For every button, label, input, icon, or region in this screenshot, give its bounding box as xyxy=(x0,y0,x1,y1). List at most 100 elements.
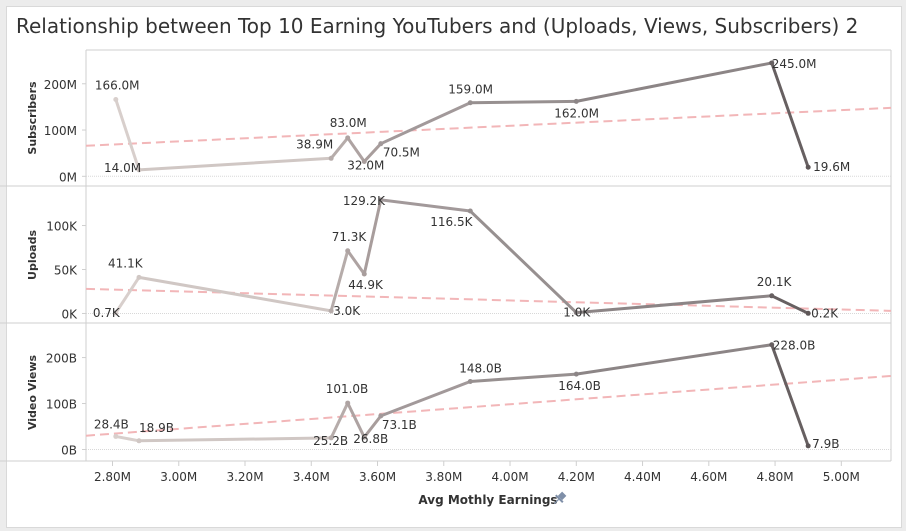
series-segment xyxy=(137,436,333,443)
series-segment xyxy=(329,401,350,440)
data-label: 148.0B xyxy=(459,361,502,375)
x-tick-label: 4.60M xyxy=(690,470,727,484)
x-tick-label: 3.40M xyxy=(293,470,330,484)
trend-line xyxy=(85,374,892,437)
data-point xyxy=(361,434,367,440)
data-label: 20.1K xyxy=(757,275,793,289)
y-tick-label: 200M xyxy=(44,78,77,92)
series-segment xyxy=(362,198,383,276)
data-label: 159.0M xyxy=(448,83,493,97)
x-tick-label: 4.00M xyxy=(491,470,528,484)
series-segment xyxy=(329,136,350,160)
x-tick-label: 3.00M xyxy=(160,470,197,484)
trend-line xyxy=(85,106,892,147)
x-tick-label: 2.80M xyxy=(94,470,131,484)
data-label: 25.2B xyxy=(313,434,348,448)
data-point xyxy=(345,135,351,141)
series-segment xyxy=(114,275,141,315)
series-segment xyxy=(137,275,333,313)
pin-base xyxy=(555,494,564,503)
series-segment xyxy=(468,372,578,383)
y-tick-label: 100B xyxy=(46,398,77,412)
series-segment xyxy=(770,61,810,169)
series-segment xyxy=(379,379,472,418)
data-point xyxy=(769,60,775,66)
data-point xyxy=(113,433,119,439)
y-tick-label: 0K xyxy=(61,307,78,321)
data-point xyxy=(467,100,473,106)
x-tick-label: 4.20M xyxy=(558,470,595,484)
series-segment xyxy=(574,343,774,376)
series-segment xyxy=(574,61,774,103)
data-label: 73.1B xyxy=(382,418,417,432)
data-label: 32.0M xyxy=(347,158,384,172)
data-label: 7.9B xyxy=(812,437,839,451)
series-segment xyxy=(137,156,333,172)
data-point xyxy=(345,400,351,406)
data-label: 116.5K xyxy=(430,215,473,229)
series-segment xyxy=(362,414,383,439)
x-tick-label: 4.80M xyxy=(757,470,794,484)
series-segment xyxy=(379,101,472,146)
x-tick-label: 3.20M xyxy=(226,470,263,484)
y-axis-title: Subscribers xyxy=(26,81,39,155)
data-label: 1.0K xyxy=(563,306,591,320)
data-label: 19.6M xyxy=(813,160,850,174)
data-point xyxy=(573,371,579,377)
data-point xyxy=(378,141,384,147)
data-label: 245.0M xyxy=(772,57,817,71)
data-label: 14.0M xyxy=(104,161,141,175)
x-tick-label: 3.60M xyxy=(359,470,396,484)
series-segment xyxy=(468,99,578,105)
data-point xyxy=(136,274,142,280)
series-segment xyxy=(574,294,774,315)
panel-video-views: 0B 100B 200B Video Views 28.4B 18.9B 25.2B 101.… xyxy=(0,339,892,462)
data-label: 28.4B xyxy=(94,417,129,431)
data-point xyxy=(378,413,384,419)
panel-subscribers: 0M 100M 200M Subscribers 166.0M 14.0M 38.9M 83.… xyxy=(0,57,892,187)
data-label: 129.2K xyxy=(343,194,386,208)
data-label: 0.7K xyxy=(93,306,121,320)
data-point xyxy=(805,164,811,170)
x-tick-label: 4.40M xyxy=(624,470,661,484)
data-point xyxy=(378,197,384,203)
data-point xyxy=(136,167,142,173)
data-point xyxy=(805,310,811,316)
series-segment xyxy=(346,136,366,163)
series-segment xyxy=(379,198,472,213)
data-label: 38.9M xyxy=(296,137,333,151)
data-point xyxy=(328,308,334,314)
y-axis-title: Video Views xyxy=(26,355,39,431)
data-label: 164.0B xyxy=(558,379,601,393)
series-segment xyxy=(468,209,578,315)
data-point xyxy=(361,158,367,164)
data-point xyxy=(113,96,119,102)
trend-line xyxy=(85,287,892,312)
x-tick-label: 5.00M xyxy=(823,470,860,484)
data-label: 18.9B xyxy=(139,421,174,435)
y-tick-label: 100M xyxy=(44,124,77,138)
data-point xyxy=(573,98,579,104)
panel-uploads: 0K 50K 100K Uploads 0.7K 41.1K 3.0K 71.3K 44.9K 1… xyxy=(0,194,892,324)
data-point xyxy=(769,293,775,299)
x-axis-title: Avg Mothly Earnings xyxy=(418,493,557,507)
series-segment xyxy=(346,401,366,439)
series-segment xyxy=(329,249,350,313)
series-segment xyxy=(346,249,366,276)
y-tick-label: 0M xyxy=(59,170,77,184)
pin-needle xyxy=(553,498,560,505)
data-point xyxy=(467,208,473,214)
y-axis-title: Uploads xyxy=(26,230,39,280)
data-point xyxy=(328,435,334,441)
series-segment xyxy=(362,142,383,163)
y-tick-label: 50K xyxy=(54,264,78,278)
data-label: 41.1K xyxy=(108,256,144,270)
data-label: 83.0M xyxy=(330,116,367,130)
data-point xyxy=(769,342,775,348)
data-label: 228.0B xyxy=(773,339,816,353)
data-label: 166.0M xyxy=(95,78,140,92)
data-label: 101.0B xyxy=(326,382,369,396)
data-point xyxy=(361,271,367,277)
data-label: 26.8B xyxy=(353,432,388,446)
